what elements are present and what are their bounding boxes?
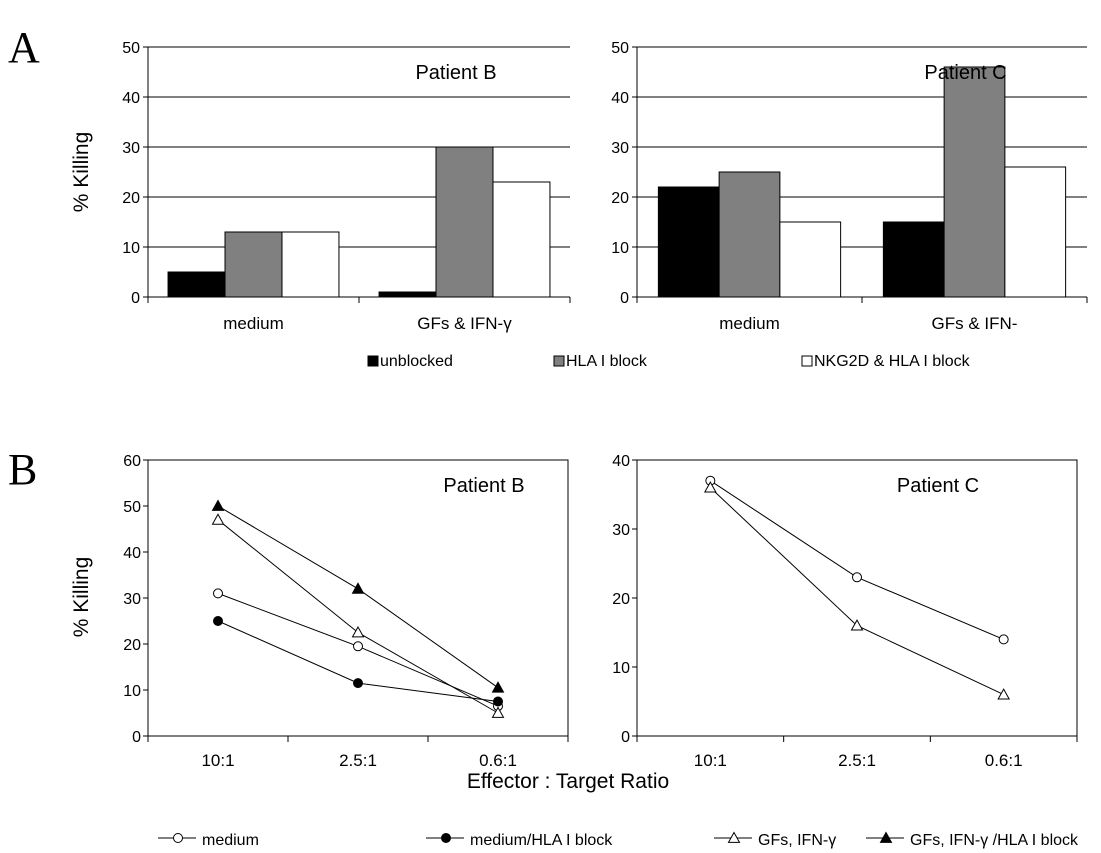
circle-open-marker [213, 588, 223, 599]
bar-unblocked [882, 221, 945, 298]
x-category-label: 10:1 [201, 751, 234, 770]
plot-frame [636, 459, 1078, 737]
legend-label: medium [202, 832, 259, 849]
x-category-label: medium [719, 314, 779, 333]
x-category-label: 2.5:1 [339, 751, 377, 770]
triangle-filled-marker [879, 831, 893, 843]
legend-swatch [553, 355, 565, 367]
y-tick-label: 10 [611, 240, 629, 257]
bar-nkg2d-hla-i-block [779, 221, 842, 298]
b-x-axis-label: Effector : Target Ratio [467, 770, 669, 793]
x-category-label: 0.6:1 [479, 751, 517, 770]
chart-b-patient-b: 0 10 20 30 40 50 60 10:1 2.5:1 0.6:1 Patient B [123, 453, 569, 770]
circle-filled-marker [353, 678, 363, 689]
y-tick-label: 20 [122, 190, 140, 207]
circle-open-marker [852, 572, 862, 583]
circle-filled-marker [213, 616, 223, 626]
y-tick-label: 10 [612, 660, 630, 677]
bar-nkg2d-hla-i-block [281, 231, 340, 298]
y-tick-label: 0 [131, 290, 140, 307]
x-category-label: medium [223, 314, 283, 333]
triangle-open-marker [703, 481, 717, 493]
y-tick-label: 40 [611, 90, 629, 107]
bar-hla-i-block [718, 171, 781, 298]
legend-label: medium/HLA I block [470, 832, 613, 849]
bar-nkg2d-hla-i-block [1004, 166, 1067, 298]
y-tick-label: 30 [611, 140, 629, 157]
y-tick-label: 20 [123, 637, 141, 654]
legend-swatch [367, 355, 379, 367]
circle-open-marker [353, 641, 363, 652]
a-y-axis-label: % Killing [70, 132, 93, 213]
y-tick-label: 0 [620, 290, 629, 307]
chart-title: Patient B [443, 475, 524, 497]
panel-letter-a: A [8, 23, 40, 72]
bar-nkg2d-hla-i-block [492, 181, 551, 298]
chart-title: Patient B [415, 62, 496, 84]
y-tick-label: 40 [122, 90, 140, 107]
y-tick-label: 30 [122, 140, 140, 157]
series-line-gfs-ifn- [709, 487, 1004, 696]
y-tick-label: 60 [123, 453, 141, 470]
y-tick-label: 0 [132, 729, 141, 746]
bar-unblocked [378, 291, 437, 298]
triangle-open-marker [491, 706, 505, 718]
bar-hla-i-block [943, 66, 1006, 298]
bar-unblocked [657, 186, 720, 298]
legend-swatch [801, 355, 813, 367]
triangle-open-marker [727, 831, 741, 843]
y-tick-label: 40 [612, 453, 630, 470]
y-tick-label: 20 [611, 190, 629, 207]
y-tick-label: 30 [123, 591, 141, 608]
y-tick-label: 10 [123, 683, 141, 700]
b-y-axis-label: % Killing [70, 557, 93, 638]
x-category-label: GFs & IFN- [932, 314, 1018, 333]
circle-open-marker [173, 833, 183, 843]
circle-open-marker [998, 634, 1009, 645]
y-tick-label: 50 [611, 40, 629, 57]
series-line-gfs-ifn-hla-i-block [217, 505, 499, 689]
triangle-filled-marker [211, 499, 225, 511]
bar-hla-i-block [435, 146, 494, 298]
y-tick-label: 20 [612, 591, 630, 608]
line-legend: medium medium/HLA I block GFs, IFN-γ GFs, I… [158, 831, 1079, 849]
plot-frame [147, 459, 569, 737]
circle-filled-marker [493, 696, 503, 707]
chart-a-patient-c: 0 10 20 30 40 50 medium GFs & IFN- Patient C [611, 40, 1088, 333]
bar-legend: unblocked HLA I block NKG2D & HLA I block [367, 353, 971, 370]
y-tick-label: 40 [123, 545, 141, 562]
chart-a-patient-b: 0 10 20 30 40 50 medium GFs & IFN-γ Patient B [122, 40, 571, 333]
y-tick-label: 30 [612, 522, 630, 539]
y-tick-label: 10 [122, 240, 140, 257]
panel-letter-b: B [8, 445, 37, 494]
chart-b-patient-c: 0 10 20 30 40 10:1 2.5:1 0.6:1 Patient C [612, 453, 1078, 770]
legend-label: HLA I block [566, 353, 648, 370]
triangle-filled-marker [491, 681, 505, 693]
circle-filled-marker [441, 833, 451, 843]
triangle-open-marker [351, 625, 365, 638]
x-category-label: 2.5:1 [838, 751, 876, 770]
triangle-open-marker [850, 619, 864, 631]
legend-label: GFs, IFN-γ [758, 832, 836, 849]
x-category-label: GFs & IFN-γ [417, 314, 512, 333]
legend-label: GFs, IFN-γ /HLA I block [910, 832, 1079, 849]
legend-label: NKG2D & HLA I block [814, 353, 971, 370]
triangle-open-marker [997, 688, 1011, 700]
triangle-filled-marker [351, 582, 365, 594]
chart-title: Patient C [897, 475, 979, 497]
series-line-medium [710, 480, 1004, 640]
y-tick-label: 50 [123, 499, 141, 516]
bar-unblocked [167, 271, 226, 298]
bar-hla-i-block [224, 231, 283, 298]
triangle-open-marker [211, 513, 225, 525]
x-category-label: 10:1 [694, 751, 727, 770]
x-category-label: 0.6:1 [985, 751, 1023, 770]
y-tick-label: 50 [122, 40, 140, 57]
y-tick-label: 0 [621, 729, 630, 746]
legend-label: unblocked [380, 353, 453, 370]
chart-title: Patient C [924, 62, 1006, 84]
